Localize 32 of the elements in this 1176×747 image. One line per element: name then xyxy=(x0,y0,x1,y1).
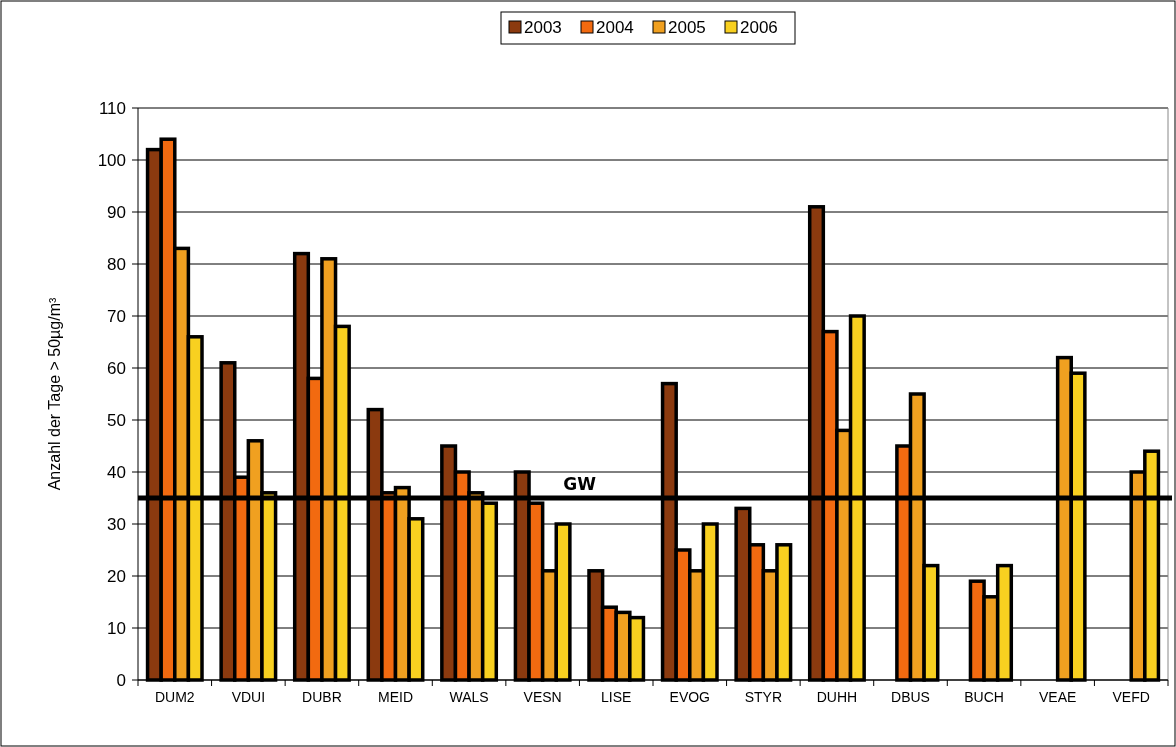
x-tick-label: MEID xyxy=(378,689,413,705)
y-tick-label: 30 xyxy=(107,514,126,534)
y-tick-label: 80 xyxy=(107,254,126,274)
x-tick-label: VEAE xyxy=(1038,689,1077,705)
x-tick-label: BUCH xyxy=(964,689,1004,705)
x-tick-label: VESN xyxy=(523,689,562,705)
y-tick-label: 40 xyxy=(107,462,126,482)
legend-label: 2004 xyxy=(596,17,634,37)
y-tick-label: 60 xyxy=(107,358,126,378)
x-tick-label: STYR xyxy=(744,689,783,705)
x-tick-label: DBUS xyxy=(891,689,930,705)
y-tick-label: 100 xyxy=(97,150,126,170)
y-tick-label: 70 xyxy=(107,306,126,326)
y-tick-label: 110 xyxy=(98,98,126,118)
x-tick-label: DUM2 xyxy=(154,689,195,705)
y-tick-label: 10 xyxy=(107,618,126,638)
x-tick-label: DUBR xyxy=(302,689,342,705)
x-tick-label: DUHH xyxy=(816,689,858,705)
y-tick-label: 90 xyxy=(107,202,126,222)
y-axis-title: Anzahl der Tage > 50µg/m³ xyxy=(46,297,63,491)
x-tick-label: WALS xyxy=(449,689,489,705)
x-tick-label: VEFD xyxy=(1112,689,1150,705)
x-tick-label: VDUI xyxy=(231,689,266,705)
ref-line-label: GW xyxy=(563,474,597,494)
x-tick-label: EVOG xyxy=(669,689,711,705)
x-tick-label: LISE xyxy=(601,689,632,705)
y-tick-label: 0 xyxy=(116,670,126,690)
legend-label: 2003 xyxy=(524,17,562,37)
y-tick-label: 20 xyxy=(107,566,126,586)
y-tick-label: 50 xyxy=(107,410,126,430)
legend-label: 2006 xyxy=(740,17,778,37)
legend-label: 2005 xyxy=(668,17,706,37)
